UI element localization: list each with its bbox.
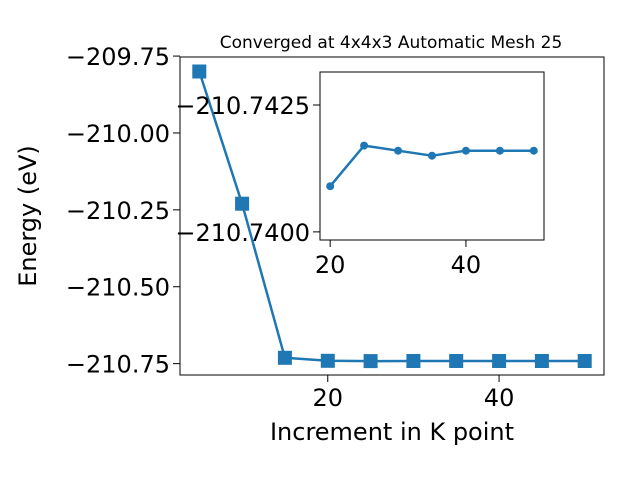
inset-data-point-3 (428, 151, 436, 160)
main-y-tick-label-2: −210.25 (66, 197, 170, 225)
main-y-ticks: −209.75 −210.00 −210.25 −210.50 −210.75 (66, 43, 180, 379)
main-series-line (198, 71, 585, 363)
inset-data-point-5 (495, 146, 504, 155)
main-x-tick-label-1: 40 (484, 384, 515, 412)
main-data-point-5 (406, 354, 421, 368)
inset-y-tick-label-0: −210.7425 (175, 92, 310, 120)
main-y-tick-label-3: −210.50 (66, 274, 170, 302)
main-data-point-4 (363, 354, 378, 369)
chart-title: Converged at 4x4x3 Automatic Mesh 25 (220, 33, 563, 53)
main-data-point-7 (492, 354, 507, 368)
main-x-tick-label-0: 20 (312, 384, 343, 412)
main-y-tick-label-4: −210.75 (66, 351, 170, 379)
main-data-point-1 (235, 196, 250, 211)
inset-x-tick-label-1: 40 (451, 251, 482, 279)
inset-data-point-1 (360, 141, 369, 150)
main-data-point-2 (277, 350, 292, 365)
main-data-point-6 (449, 354, 464, 368)
main-y-tick-label-0: −209.75 (66, 43, 170, 71)
inset-data-point-0 (326, 182, 335, 191)
inset-axes: 20 40 −210.7425−210.7400 (175, 71, 545, 279)
y-axis-title: Energy (eV) (14, 145, 42, 287)
inset-y-ticks: −210.7425 −210.7400 (175, 92, 320, 247)
main-data-point-3 (320, 353, 335, 368)
inset-series-layer (326, 141, 538, 191)
x-axis-title: Increment in K point (270, 418, 514, 446)
inset-data-point-2 (394, 146, 403, 155)
main-data-point-0 (192, 64, 207, 79)
inset-x-ticks: 20 40 (315, 240, 481, 279)
inset-data-point-6 (529, 146, 538, 155)
inset-y-tick-label-1: −210.7400 (175, 219, 310, 247)
inset-data-point-4 (461, 146, 470, 155)
main-y-tick-label-1: −210.00 (66, 120, 170, 148)
inset-x-tick-label-0: 20 (315, 251, 346, 279)
main-data-point-8 (534, 354, 549, 368)
main-data-point-9 (577, 354, 592, 368)
main-series-layer (192, 64, 592, 369)
main-x-ticks: 20 40 (312, 375, 514, 412)
